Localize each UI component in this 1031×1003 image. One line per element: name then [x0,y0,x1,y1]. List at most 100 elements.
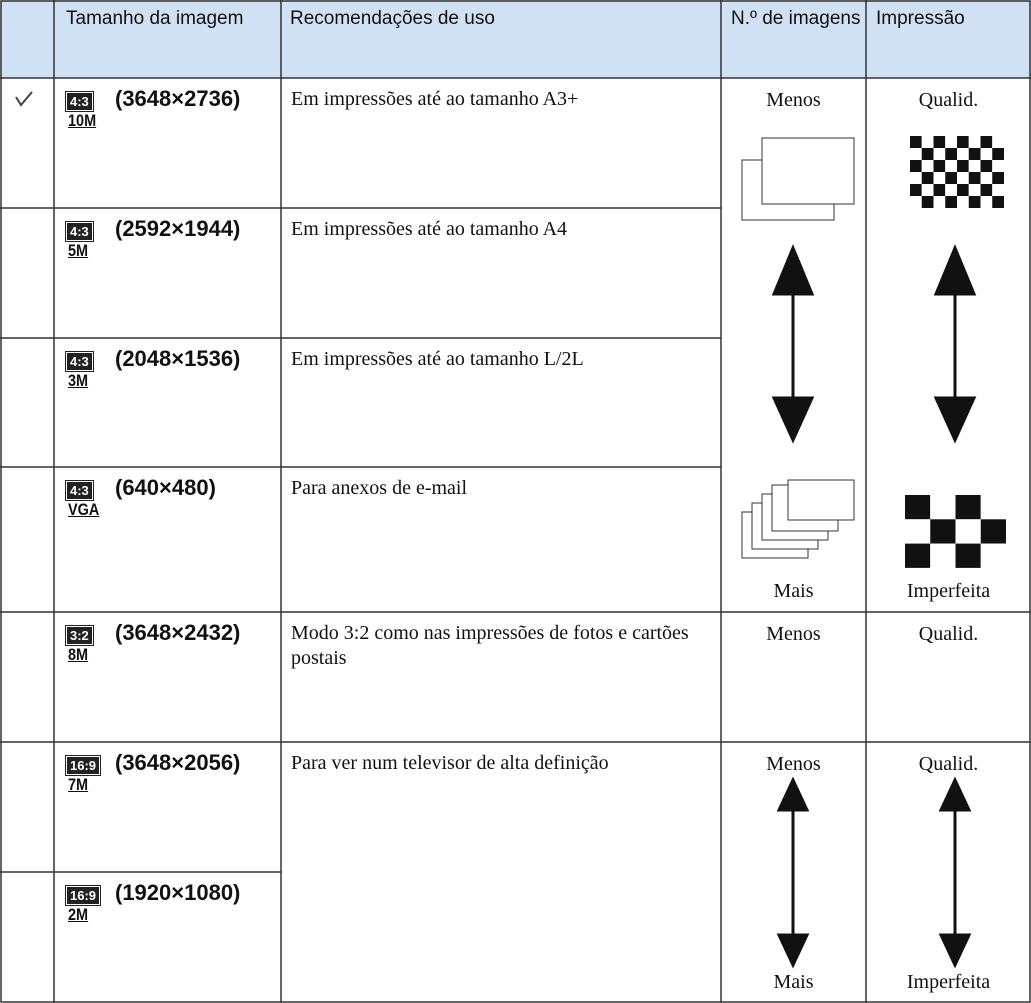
print-top: Qualid. [918,89,979,111]
checker-square [968,196,981,208]
checker-square [980,495,1006,520]
use-text: Em impressões até ao tamanho A3+ [291,88,579,110]
header-cell: N.º de imagens [731,8,861,29]
checker-square [957,136,969,148]
aspect-badge: 16:9 [64,885,102,906]
checker-square [968,148,981,160]
checker-square [921,136,934,148]
many-images-icon [741,479,855,559]
print-bottom: Imperfeita [906,580,991,602]
resolution: (2592×1944) [115,216,241,241]
checker-square [957,196,969,208]
images-bottom: Mais [773,580,814,602]
checker-square [933,196,946,208]
images-top: Menos [766,753,821,775]
checker-square [955,543,981,568]
images-top: Menos [766,623,821,645]
use-text: Em impressões até ao tamanho A4 [291,218,568,240]
use-text: Modo 3:2 como nas impressões de fotos e … [291,622,689,669]
header-cell: Recomendações de uso [290,8,495,29]
header-background [0,0,1031,78]
checker-square [945,136,957,148]
checker-square [945,160,957,172]
aspect-badge: 4:3 [65,91,94,112]
checker-square [992,196,1004,208]
use-text: Para ver num televisor de alta definição [291,752,609,774]
checker-square [957,172,969,184]
checker-square [910,148,922,160]
megapixels: 3M [68,371,89,390]
checker-square [933,172,946,184]
megapixels: 7M [68,775,89,794]
checker-square [980,148,993,160]
check-icon [15,91,33,107]
checker-square [968,172,981,184]
images-top: Menos [766,89,821,111]
checker-square [930,519,956,544]
checker-square [910,196,922,208]
checker-square [980,172,993,184]
images-bottom: Mais [773,971,814,993]
checker-square [921,184,934,196]
checker-square [905,519,931,544]
print-bottom: Imperfeita [906,971,991,993]
checker-square [910,160,922,172]
checker-square [980,543,1006,568]
megapixels: VGA [68,500,100,519]
header-cell: Tamanho da imagem [66,8,244,29]
resolution: (3648×2432) [115,620,241,645]
checker-square [955,519,981,544]
checker-square [980,196,993,208]
resolution: (3648×2736) [115,86,241,111]
few-images-icon [741,137,855,221]
checker-square [910,172,922,184]
checker-square [957,160,969,172]
checker-square [945,184,957,196]
aspect-badge: 3:2 [65,625,94,646]
checker-square [933,136,946,148]
checker-square [957,148,969,160]
aspect-badge: 16:9 [64,755,102,776]
use-text: Para anexos de e-mail [291,477,468,499]
checker-square [968,160,981,172]
resolution: (2048×1536) [115,346,241,371]
checker-square [992,172,1004,184]
checker-square [905,495,931,520]
print-top: Qualid. [918,623,979,645]
aspect-badge: 4:3 [65,351,94,372]
megapixels: 2M [68,905,89,924]
checker-square [968,184,981,196]
checker-square [980,136,993,148]
checker-square [957,184,969,196]
checker-square [910,184,922,196]
checker-square [980,184,993,196]
resolution: (3648×2056) [115,750,241,775]
aspect-badge: 4:3 [65,480,94,501]
aspect-badge: 4:3 [65,221,94,242]
checker-square [980,160,993,172]
arrows [771,244,977,969]
checker-square [955,495,981,520]
checker-square [921,196,934,208]
header-cell: Impressão [876,8,965,29]
resolution: (1920×1080) [115,880,241,905]
megapixels: 8M [68,645,89,664]
use-text: Em impressões até ao tamanho L/2L [291,348,584,370]
checker-square [933,160,946,172]
checker-square [930,495,956,520]
checker-square [980,519,1006,544]
checker-square [968,136,981,148]
checker-square [945,196,957,208]
checker-square [933,184,946,196]
checker-square [921,148,934,160]
checker-square [992,148,1004,160]
megapixels: 5M [68,241,89,260]
checker-square [933,148,946,160]
checker-square [905,543,931,568]
checker-square [992,184,1004,196]
megapixels: 10M [68,111,97,130]
checker-square [945,172,957,184]
checker-square [921,172,934,184]
